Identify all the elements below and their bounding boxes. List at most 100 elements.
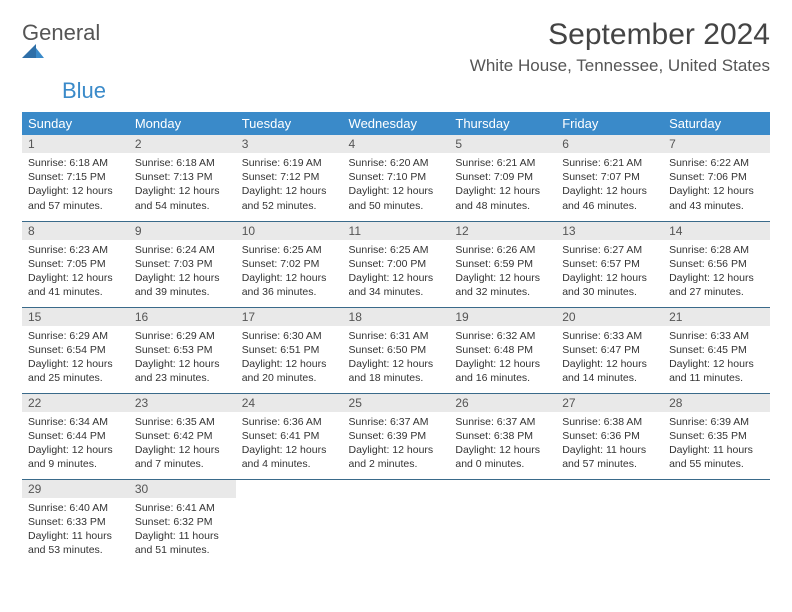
sunset-text: Sunset: 6:45 PM <box>669 343 764 357</box>
sunrise-text: Sunrise: 6:34 AM <box>28 415 123 429</box>
day-data: Sunrise: 6:25 AMSunset: 7:02 PMDaylight:… <box>236 240 343 304</box>
sunset-text: Sunset: 6:41 PM <box>242 429 337 443</box>
day-number: 25 <box>343 394 450 412</box>
day-data: Sunrise: 6:40 AMSunset: 6:33 PMDaylight:… <box>22 498 129 562</box>
sunset-text: Sunset: 7:03 PM <box>135 257 230 271</box>
sunrise-text: Sunrise: 6:31 AM <box>349 329 444 343</box>
daylight-text-2: and 16 minutes. <box>455 371 550 385</box>
sunrise-text: Sunrise: 6:29 AM <box>28 329 123 343</box>
sunrise-text: Sunrise: 6:24 AM <box>135 243 230 257</box>
day-data: Sunrise: 6:22 AMSunset: 7:06 PMDaylight:… <box>663 153 770 217</box>
day-data: Sunrise: 6:41 AMSunset: 6:32 PMDaylight:… <box>129 498 236 562</box>
day-number: 11 <box>343 222 450 240</box>
day-data: Sunrise: 6:36 AMSunset: 6:41 PMDaylight:… <box>236 412 343 476</box>
sunset-text: Sunset: 7:09 PM <box>455 170 550 184</box>
sunrise-text: Sunrise: 6:40 AM <box>28 501 123 515</box>
day-number: 17 <box>236 308 343 326</box>
sunrise-text: Sunrise: 6:18 AM <box>28 156 123 170</box>
sunrise-text: Sunrise: 6:26 AM <box>455 243 550 257</box>
calendar-cell: 11Sunrise: 6:25 AMSunset: 7:00 PMDayligh… <box>343 221 450 307</box>
day-data: Sunrise: 6:33 AMSunset: 6:45 PMDaylight:… <box>663 326 770 390</box>
weekday-header: Thursday <box>449 112 556 135</box>
daylight-text-1: Daylight: 12 hours <box>349 443 444 457</box>
day-data: Sunrise: 6:31 AMSunset: 6:50 PMDaylight:… <box>343 326 450 390</box>
sunrise-text: Sunrise: 6:35 AM <box>135 415 230 429</box>
daylight-text-2: and 32 minutes. <box>455 285 550 299</box>
calendar-cell: 15Sunrise: 6:29 AMSunset: 6:54 PMDayligh… <box>22 307 129 393</box>
daylight-text-1: Daylight: 12 hours <box>455 184 550 198</box>
weekday-header: Friday <box>556 112 663 135</box>
daylight-text-2: and 9 minutes. <box>28 457 123 471</box>
daylight-text-2: and 36 minutes. <box>242 285 337 299</box>
sunset-text: Sunset: 6:32 PM <box>135 515 230 529</box>
calendar-cell: 17Sunrise: 6:30 AMSunset: 6:51 PMDayligh… <box>236 307 343 393</box>
calendar-cell: 8Sunrise: 6:23 AMSunset: 7:05 PMDaylight… <box>22 221 129 307</box>
day-number: 5 <box>449 135 556 153</box>
sunrise-text: Sunrise: 6:25 AM <box>242 243 337 257</box>
sunrise-text: Sunrise: 6:25 AM <box>349 243 444 257</box>
daylight-text-1: Daylight: 12 hours <box>135 184 230 198</box>
sunset-text: Sunset: 6:50 PM <box>349 343 444 357</box>
calendar-cell: 12Sunrise: 6:26 AMSunset: 6:59 PMDayligh… <box>449 221 556 307</box>
day-number: 26 <box>449 394 556 412</box>
calendar-cell: 20Sunrise: 6:33 AMSunset: 6:47 PMDayligh… <box>556 307 663 393</box>
daylight-text-2: and 51 minutes. <box>135 543 230 557</box>
day-number: 8 <box>22 222 129 240</box>
daylight-text-2: and 48 minutes. <box>455 199 550 213</box>
day-number: 6 <box>556 135 663 153</box>
day-data: Sunrise: 6:38 AMSunset: 6:36 PMDaylight:… <box>556 412 663 476</box>
sunset-text: Sunset: 7:02 PM <box>242 257 337 271</box>
sunrise-text: Sunrise: 6:37 AM <box>455 415 550 429</box>
sunset-text: Sunset: 6:54 PM <box>28 343 123 357</box>
daylight-text-2: and 23 minutes. <box>135 371 230 385</box>
day-data: Sunrise: 6:34 AMSunset: 6:44 PMDaylight:… <box>22 412 129 476</box>
sunrise-text: Sunrise: 6:22 AM <box>669 156 764 170</box>
calendar-row: 1Sunrise: 6:18 AMSunset: 7:15 PMDaylight… <box>22 135 770 221</box>
weekday-header: Monday <box>129 112 236 135</box>
daylight-text-2: and 4 minutes. <box>242 457 337 471</box>
daylight-text-1: Daylight: 12 hours <box>135 357 230 371</box>
calendar-cell <box>556 479 663 565</box>
day-data: Sunrise: 6:18 AMSunset: 7:15 PMDaylight:… <box>22 153 129 217</box>
sunset-text: Sunset: 7:00 PM <box>349 257 444 271</box>
day-number: 18 <box>343 308 450 326</box>
day-number: 2 <box>129 135 236 153</box>
logo: General Blue <box>22 22 106 102</box>
sunset-text: Sunset: 6:38 PM <box>455 429 550 443</box>
sunrise-text: Sunrise: 6:21 AM <box>455 156 550 170</box>
sunset-text: Sunset: 6:36 PM <box>562 429 657 443</box>
daylight-text-1: Daylight: 12 hours <box>455 357 550 371</box>
sunset-text: Sunset: 7:10 PM <box>349 170 444 184</box>
sunset-text: Sunset: 7:07 PM <box>562 170 657 184</box>
calendar-cell <box>663 479 770 565</box>
sunrise-text: Sunrise: 6:28 AM <box>669 243 764 257</box>
sunset-text: Sunset: 7:06 PM <box>669 170 764 184</box>
daylight-text-1: Daylight: 12 hours <box>242 443 337 457</box>
day-number: 29 <box>22 480 129 498</box>
calendar-cell <box>449 479 556 565</box>
sunset-text: Sunset: 6:35 PM <box>669 429 764 443</box>
sunset-text: Sunset: 6:59 PM <box>455 257 550 271</box>
daylight-text-1: Daylight: 12 hours <box>455 443 550 457</box>
day-number: 28 <box>663 394 770 412</box>
daylight-text-1: Daylight: 12 hours <box>669 271 764 285</box>
day-data: Sunrise: 6:21 AMSunset: 7:09 PMDaylight:… <box>449 153 556 217</box>
day-data: Sunrise: 6:21 AMSunset: 7:07 PMDaylight:… <box>556 153 663 217</box>
calendar-cell: 4Sunrise: 6:20 AMSunset: 7:10 PMDaylight… <box>343 135 450 221</box>
sunrise-text: Sunrise: 6:19 AM <box>242 156 337 170</box>
sunset-text: Sunset: 7:05 PM <box>28 257 123 271</box>
daylight-text-1: Daylight: 12 hours <box>28 271 123 285</box>
day-data: Sunrise: 6:28 AMSunset: 6:56 PMDaylight:… <box>663 240 770 304</box>
day-number: 10 <box>236 222 343 240</box>
sunset-text: Sunset: 6:39 PM <box>349 429 444 443</box>
sunrise-text: Sunrise: 6:21 AM <box>562 156 657 170</box>
calendar-cell: 9Sunrise: 6:24 AMSunset: 7:03 PMDaylight… <box>129 221 236 307</box>
daylight-text-1: Daylight: 12 hours <box>669 184 764 198</box>
day-data: Sunrise: 6:25 AMSunset: 7:00 PMDaylight:… <box>343 240 450 304</box>
calendar-cell <box>343 479 450 565</box>
daylight-text-1: Daylight: 11 hours <box>562 443 657 457</box>
calendar-cell: 25Sunrise: 6:37 AMSunset: 6:39 PMDayligh… <box>343 393 450 479</box>
calendar-cell: 23Sunrise: 6:35 AMSunset: 6:42 PMDayligh… <box>129 393 236 479</box>
daylight-text-2: and 27 minutes. <box>669 285 764 299</box>
sunrise-text: Sunrise: 6:38 AM <box>562 415 657 429</box>
